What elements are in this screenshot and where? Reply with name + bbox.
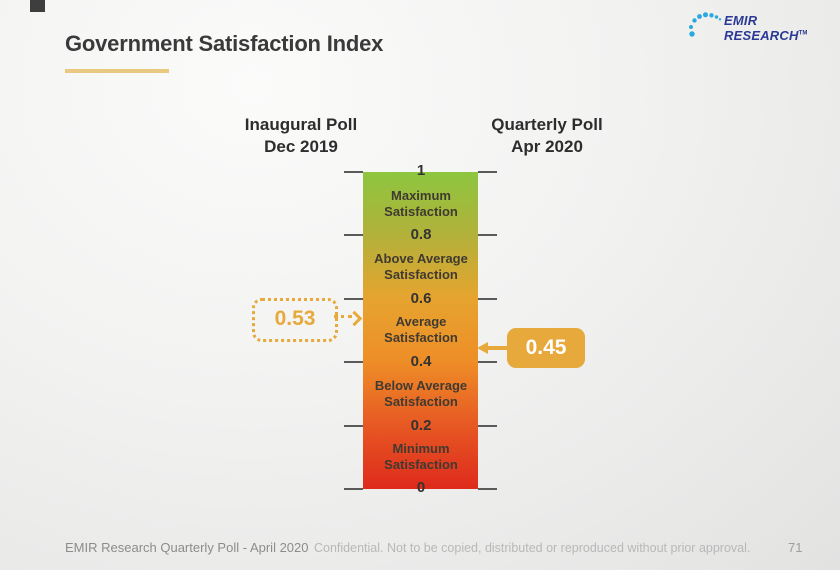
column-header-line1: Inaugural Poll (244, 115, 358, 134)
solid-arrow-line (487, 346, 509, 350)
tick-label-0-6: 0.6 (410, 290, 432, 307)
footer-source-text: EMIR Research Quarterly Poll - April 202… (65, 540, 309, 555)
column-header-line2: Dec 2019 (264, 137, 338, 156)
tick-mark (478, 361, 497, 363)
tick-label-0-4: 0.4 (410, 353, 432, 370)
tick-mark (478, 234, 497, 236)
column-header-quarterly-poll: Quarterly Poll Apr 2020 (462, 114, 632, 158)
emir-research-logo: EMIR RESEARCHTM (688, 11, 840, 44)
logo-dots-icon (688, 11, 722, 44)
value-callout-quarterly-0-45: 0.45 (507, 328, 585, 368)
tick-mark (344, 425, 363, 427)
tick-mark (344, 361, 363, 363)
footer-page-number: 71 (788, 540, 803, 555)
title-underline (65, 69, 169, 73)
tick-mark (344, 488, 363, 490)
tick-mark (478, 298, 497, 300)
zone-label-maximum: Maximum Satisfaction (384, 188, 458, 219)
column-header-line2: Apr 2020 (511, 137, 583, 156)
logo-text: EMIR RESEARCHTM (724, 12, 808, 43)
zone-label-average: Average Satisfaction (384, 314, 458, 345)
tick-mark (344, 171, 363, 173)
logo-trademark: TM (798, 30, 808, 37)
tick-label-0-8: 0.8 (410, 226, 432, 243)
tick-label-0-2: 0.2 (410, 417, 432, 434)
tick-mark (478, 425, 497, 427)
dotted-arrow-line (334, 315, 352, 318)
column-header-line1: Quarterly Poll (491, 115, 603, 134)
tick-mark (478, 171, 497, 173)
page-title: Government Satisfaction Index (65, 31, 384, 56)
column-header-inaugural-poll: Inaugural Poll Dec 2019 (216, 114, 386, 158)
zone-label-below-average: Below Average Satisfaction (374, 378, 468, 409)
tick-mark (478, 488, 497, 490)
tick-label-0: 0 (416, 479, 426, 496)
value-callout-inaugural-0-53: 0.53 (252, 298, 338, 342)
corner-mark (30, 0, 45, 12)
footer-confidential-text: Confidential. Not to be copied, distribu… (314, 541, 751, 555)
zone-label-above-average: Above Average Satisfaction (374, 251, 468, 282)
zone-label-minimum: Minimum Satisfaction (384, 441, 458, 472)
tick-mark (344, 234, 363, 236)
tick-label-1: 1 (416, 162, 426, 179)
arrow-right-icon (346, 310, 363, 326)
satisfaction-scale-bar (363, 172, 478, 489)
arrow-left-icon (477, 342, 488, 354)
tick-mark (344, 298, 363, 300)
